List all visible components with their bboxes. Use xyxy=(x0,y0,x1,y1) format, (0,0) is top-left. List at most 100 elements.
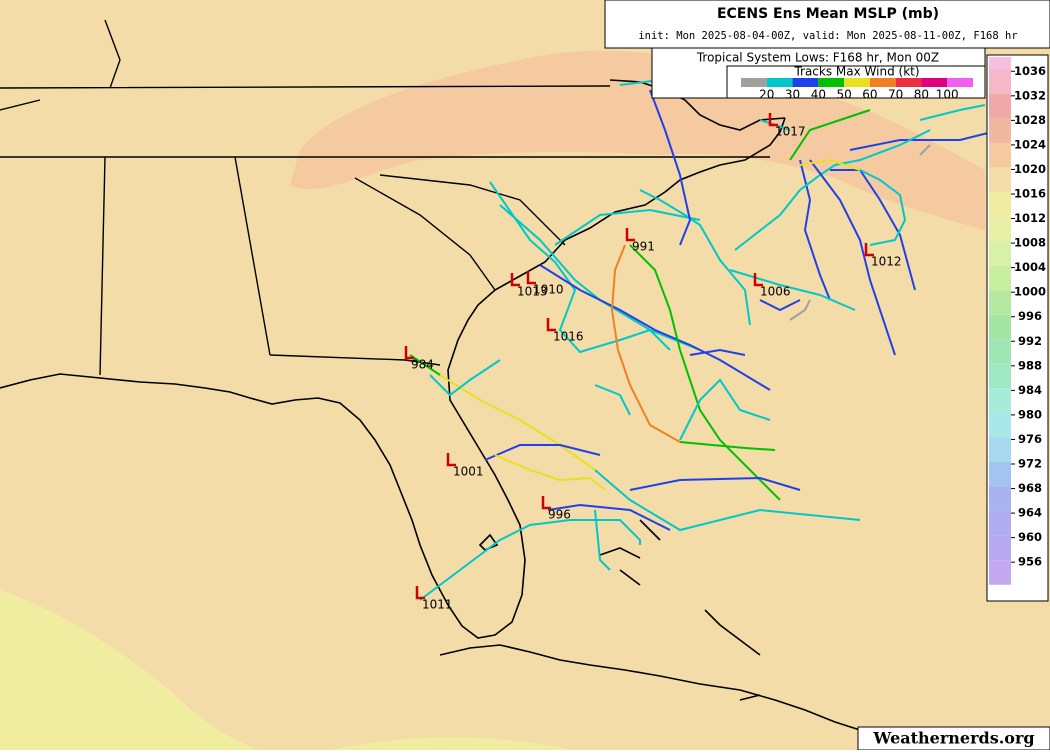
low-marker xyxy=(510,273,520,287)
storm-track xyxy=(639,189,751,326)
low-marker xyxy=(546,318,556,332)
storm-track xyxy=(799,159,831,301)
coastline xyxy=(439,644,861,731)
low-label: 1006 xyxy=(760,285,791,299)
low-label: 1013 xyxy=(517,285,548,299)
storm-track xyxy=(439,374,596,471)
credit: Weathernerds.org xyxy=(872,729,1034,748)
colorbar-label: 988 xyxy=(1018,358,1042,372)
low-marker xyxy=(541,496,551,510)
storm-track xyxy=(629,476,801,491)
low-marker xyxy=(864,243,874,257)
colorbar-label: 1028 xyxy=(1014,113,1046,127)
colorbar-band xyxy=(989,560,1011,585)
coastline xyxy=(609,79,786,131)
colorbar-band xyxy=(989,142,1011,168)
storm-track xyxy=(689,348,746,356)
wind-swatch xyxy=(766,78,793,87)
colorbar-band xyxy=(989,265,1011,291)
low-marker xyxy=(526,271,536,285)
coastline xyxy=(0,117,786,639)
colorbar-label: 968 xyxy=(1018,481,1042,495)
storm-track xyxy=(830,169,916,291)
colorbar-label: 976 xyxy=(1018,432,1042,446)
colorbar-label: 1016 xyxy=(1014,187,1046,201)
storm-track xyxy=(919,104,986,121)
low-label: 1011 xyxy=(422,598,453,612)
storm-track xyxy=(419,519,641,601)
title: ECENS Ens Mean MSLP (mb) xyxy=(717,6,939,22)
wind-swatch xyxy=(818,78,845,87)
colorbar-band xyxy=(989,412,1011,438)
storm-track xyxy=(594,384,631,416)
colorbar-label: 972 xyxy=(1018,457,1042,471)
colorbar-label: 996 xyxy=(1018,309,1042,323)
colorbar-band xyxy=(989,93,1011,119)
storm-track xyxy=(594,509,611,571)
state-border xyxy=(0,19,770,376)
low-label: 1012 xyxy=(871,255,902,269)
low-label: 984 xyxy=(411,358,434,372)
storm-track xyxy=(539,264,771,391)
colorbar-band xyxy=(989,290,1011,315)
storm-track xyxy=(809,159,896,356)
colorbar-band xyxy=(989,167,1011,192)
wind-swatch xyxy=(741,78,767,87)
colorbar-band xyxy=(989,241,1011,266)
low-marker xyxy=(625,228,635,242)
colorbar-band xyxy=(989,339,1011,364)
colorbar-band xyxy=(989,462,1011,487)
wind-swatch xyxy=(844,78,870,87)
colorbar-label: 1036 xyxy=(1014,64,1046,78)
colorbar-label: 992 xyxy=(1018,334,1042,348)
colorbar-band xyxy=(989,535,1011,561)
legend-title: Tropical System Lows: F168 hr, Mon 00Z xyxy=(696,51,939,65)
colorbar-band xyxy=(989,437,1011,462)
storm-track xyxy=(759,299,801,312)
colorbar-band xyxy=(989,363,1011,389)
wind-label: 40 xyxy=(811,88,826,102)
storm-track xyxy=(649,89,692,246)
storm-track xyxy=(679,378,771,441)
low-marker xyxy=(446,453,456,467)
storm-track xyxy=(859,169,907,246)
colorbar-label: 964 xyxy=(1018,506,1042,520)
storm-track xyxy=(429,359,501,397)
wind-label: 60 xyxy=(862,88,877,102)
wind-swatch xyxy=(792,78,819,87)
storm-track xyxy=(494,454,606,491)
storm-track xyxy=(629,244,781,501)
tracks xyxy=(409,71,1001,601)
low-pressure-area xyxy=(330,737,570,750)
low-label: 996 xyxy=(548,508,571,522)
wind-scale: 20 30 40 50 60 70 80 100 xyxy=(741,78,973,102)
low-marker xyxy=(404,346,414,360)
colorbar-band xyxy=(989,511,1011,536)
storm-track xyxy=(489,181,701,354)
storm-track xyxy=(789,109,871,161)
low-label: 991 xyxy=(632,240,655,254)
wind-swatch xyxy=(947,78,973,87)
colorbar-band xyxy=(989,314,1011,340)
wind-label: 50 xyxy=(836,88,851,102)
wind-swatch xyxy=(869,78,896,87)
colorbar-band xyxy=(989,192,1011,217)
wind-swatch xyxy=(895,78,922,87)
storm-track xyxy=(484,444,601,461)
wind-label: 80 xyxy=(914,88,929,102)
storm-track xyxy=(594,469,861,532)
colorbar-label: 1004 xyxy=(1014,260,1046,274)
wind-swatch xyxy=(921,78,948,87)
colorbar-label: 980 xyxy=(1018,407,1042,421)
colorbar-band xyxy=(989,216,1011,242)
wind-label: 100 xyxy=(936,88,959,102)
storm-track xyxy=(734,129,931,251)
storm-track xyxy=(799,158,861,171)
colorbar-label: 1000 xyxy=(1014,285,1046,299)
colorbar-label: 1012 xyxy=(1014,211,1046,225)
colorbar-label: 960 xyxy=(1018,530,1042,544)
storm-track xyxy=(409,354,441,376)
low-label: 1010 xyxy=(533,283,564,297)
